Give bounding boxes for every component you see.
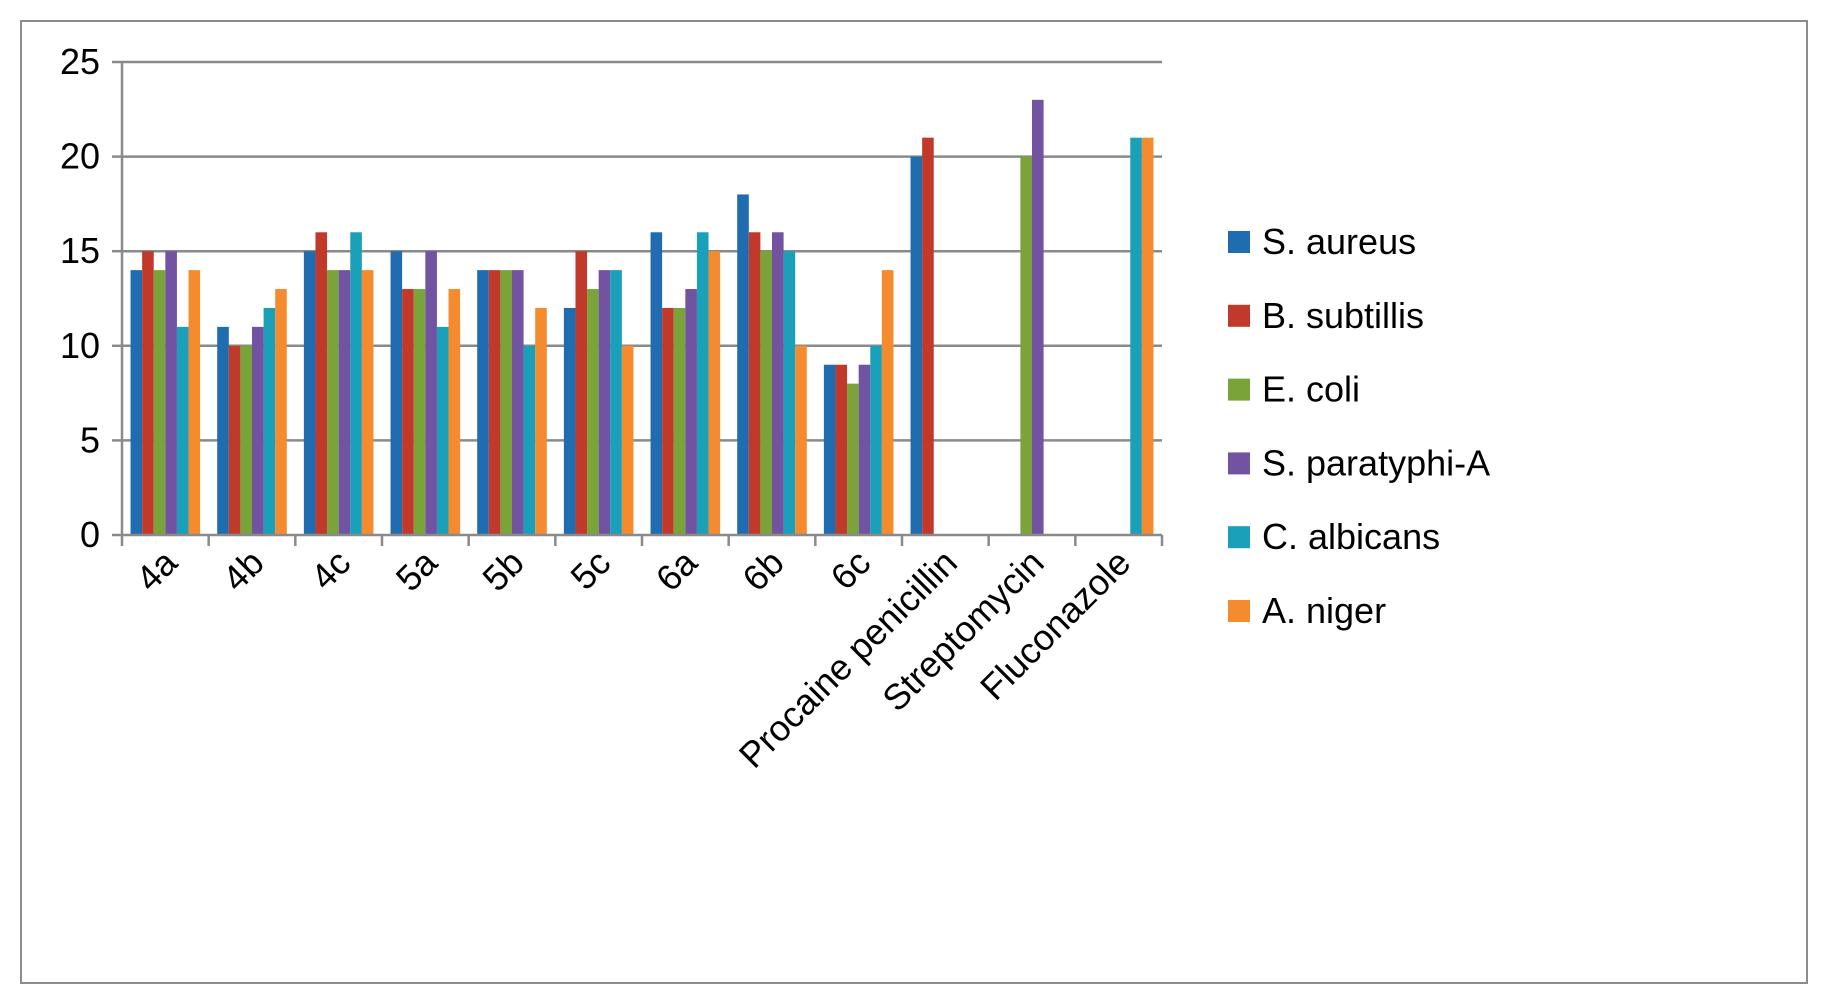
bar <box>275 289 287 535</box>
bar <box>823 364 836 535</box>
bar <box>361 270 374 535</box>
bar <box>772 232 784 535</box>
x-tick-label: 6c <box>822 542 878 598</box>
y-tick-labels: 0 5 10 15 20 25 <box>60 41 100 555</box>
x-tick-label: 5c <box>562 542 618 598</box>
bar <box>436 326 449 535</box>
legend-label: S. paratyphi-A <box>1262 442 1490 483</box>
legend-swatch <box>1228 526 1250 549</box>
bar <box>910 156 923 535</box>
x-tick-label: 6b <box>734 542 791 599</box>
bar <box>413 289 426 535</box>
y-tick-label: 0 <box>80 514 100 555</box>
bar <box>176 326 189 535</box>
bar <box>477 270 489 535</box>
bar <box>188 270 201 535</box>
bar <box>858 364 871 535</box>
bar <box>1141 137 1154 535</box>
legend-label: C. albicans <box>1262 516 1440 557</box>
x-tick-label: 4c <box>302 542 358 598</box>
bar <box>338 270 351 535</box>
y-tick-label: 20 <box>60 136 100 177</box>
bars <box>130 99 1154 535</box>
bar <box>512 270 524 535</box>
bar <box>240 345 252 535</box>
y-tick-label: 10 <box>60 325 100 366</box>
bar <box>835 364 848 535</box>
bar <box>922 137 934 535</box>
y-tick-label: 5 <box>80 419 100 460</box>
bar <box>881 270 894 535</box>
legend-swatch <box>1228 600 1250 622</box>
bar <box>315 232 328 535</box>
bar <box>610 270 622 535</box>
legend-label: A. niger <box>1262 590 1386 631</box>
bar <box>673 307 686 535</box>
bar <box>263 307 276 535</box>
bar <box>488 270 501 535</box>
x-tick-label: 4a <box>128 541 186 599</box>
bar <box>448 289 461 535</box>
bar <box>1130 137 1142 535</box>
bar <box>523 345 536 535</box>
x-tick-label: 5a <box>388 541 446 599</box>
legend-swatch <box>1228 304 1250 327</box>
bar <box>425 251 437 535</box>
bar <box>402 289 414 535</box>
legend: S. aureus B. subtillis E. coli S. paratyphi… <box>1228 221 1490 631</box>
legend-swatch <box>1228 231 1250 253</box>
bar <box>662 307 674 535</box>
bar <box>142 251 154 535</box>
bar <box>350 232 362 535</box>
bar <box>870 345 882 535</box>
bar <box>598 270 611 535</box>
bar <box>535 307 547 535</box>
bar <box>737 194 749 535</box>
bar <box>500 270 512 535</box>
bar <box>252 326 264 535</box>
legend-label: E. coli <box>1262 369 1360 410</box>
bar <box>621 345 634 535</box>
bar <box>847 383 859 535</box>
x-tick-label: 6a <box>648 541 706 599</box>
bar <box>1020 156 1032 535</box>
bar <box>748 232 761 535</box>
bar <box>327 270 339 535</box>
bar <box>575 251 588 535</box>
legend-swatch <box>1228 378 1250 401</box>
bar <box>165 251 177 535</box>
bar <box>130 270 143 535</box>
x-tick-label: 4b <box>214 542 271 599</box>
axes <box>120 62 1164 546</box>
x-tick-label: 5b <box>474 542 531 599</box>
bar <box>153 270 166 535</box>
y-tick-label: 25 <box>60 41 100 82</box>
gridlines <box>112 60 1162 537</box>
bar <box>587 289 599 535</box>
legend-label: S. aureus <box>1262 221 1416 262</box>
bar <box>390 251 403 535</box>
bar <box>217 326 229 535</box>
bar <box>795 345 807 535</box>
bar <box>303 251 316 535</box>
bar <box>783 251 796 535</box>
bar <box>563 307 576 535</box>
bar <box>650 232 663 535</box>
bar <box>1032 99 1044 535</box>
bar <box>696 232 709 535</box>
bar <box>760 251 772 535</box>
y-tick-label: 15 <box>60 230 100 271</box>
bar <box>228 345 241 535</box>
bar <box>708 251 721 535</box>
legend-swatch <box>1228 452 1250 475</box>
bar <box>685 289 697 535</box>
legend-label: B. subtillis <box>1262 295 1424 336</box>
